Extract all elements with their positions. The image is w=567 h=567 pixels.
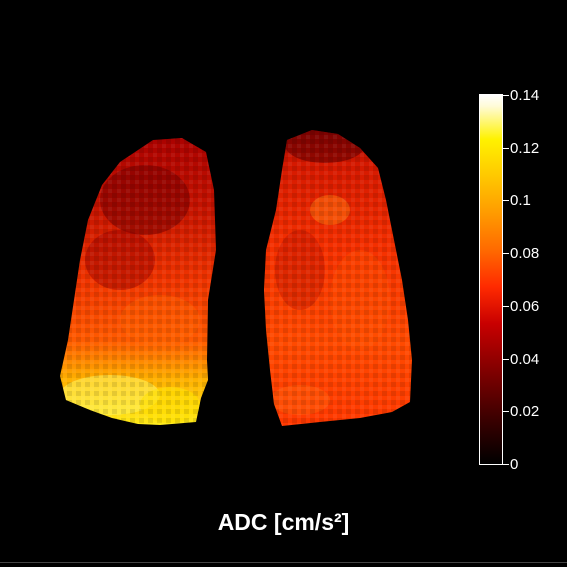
colorbar-tick-label: 0.14 [510,87,540,104]
colorbar-tick [503,359,509,360]
colorbar-caption: ADC [cm/s²] [217,509,350,535]
colorbar-tick [503,464,509,465]
colorbar-tick [503,306,509,307]
colorbar-tick-label: 0 [510,456,519,473]
left-lung [60,138,216,425]
colorbar [479,94,503,465]
right-lung [264,130,412,426]
divider [0,562,567,563]
colorbar-tick-label: 0.02 [510,403,540,420]
colorbar-tick [503,253,509,254]
colorbar-tick [503,95,509,96]
colorbar-tick [503,148,509,149]
colorbar-tick-label: 0.04 [510,351,540,368]
colorbar-tick [503,200,509,201]
colorbar-tick-label: 0.1 [510,192,531,209]
colorbar-tick-label: 0.06 [510,298,540,315]
colorbar-tick-label: 0.08 [510,245,540,262]
colorbar-tick-label: 0.12 [510,140,540,157]
colorbar-gradient [479,94,503,465]
colorbar-tick [503,411,509,412]
